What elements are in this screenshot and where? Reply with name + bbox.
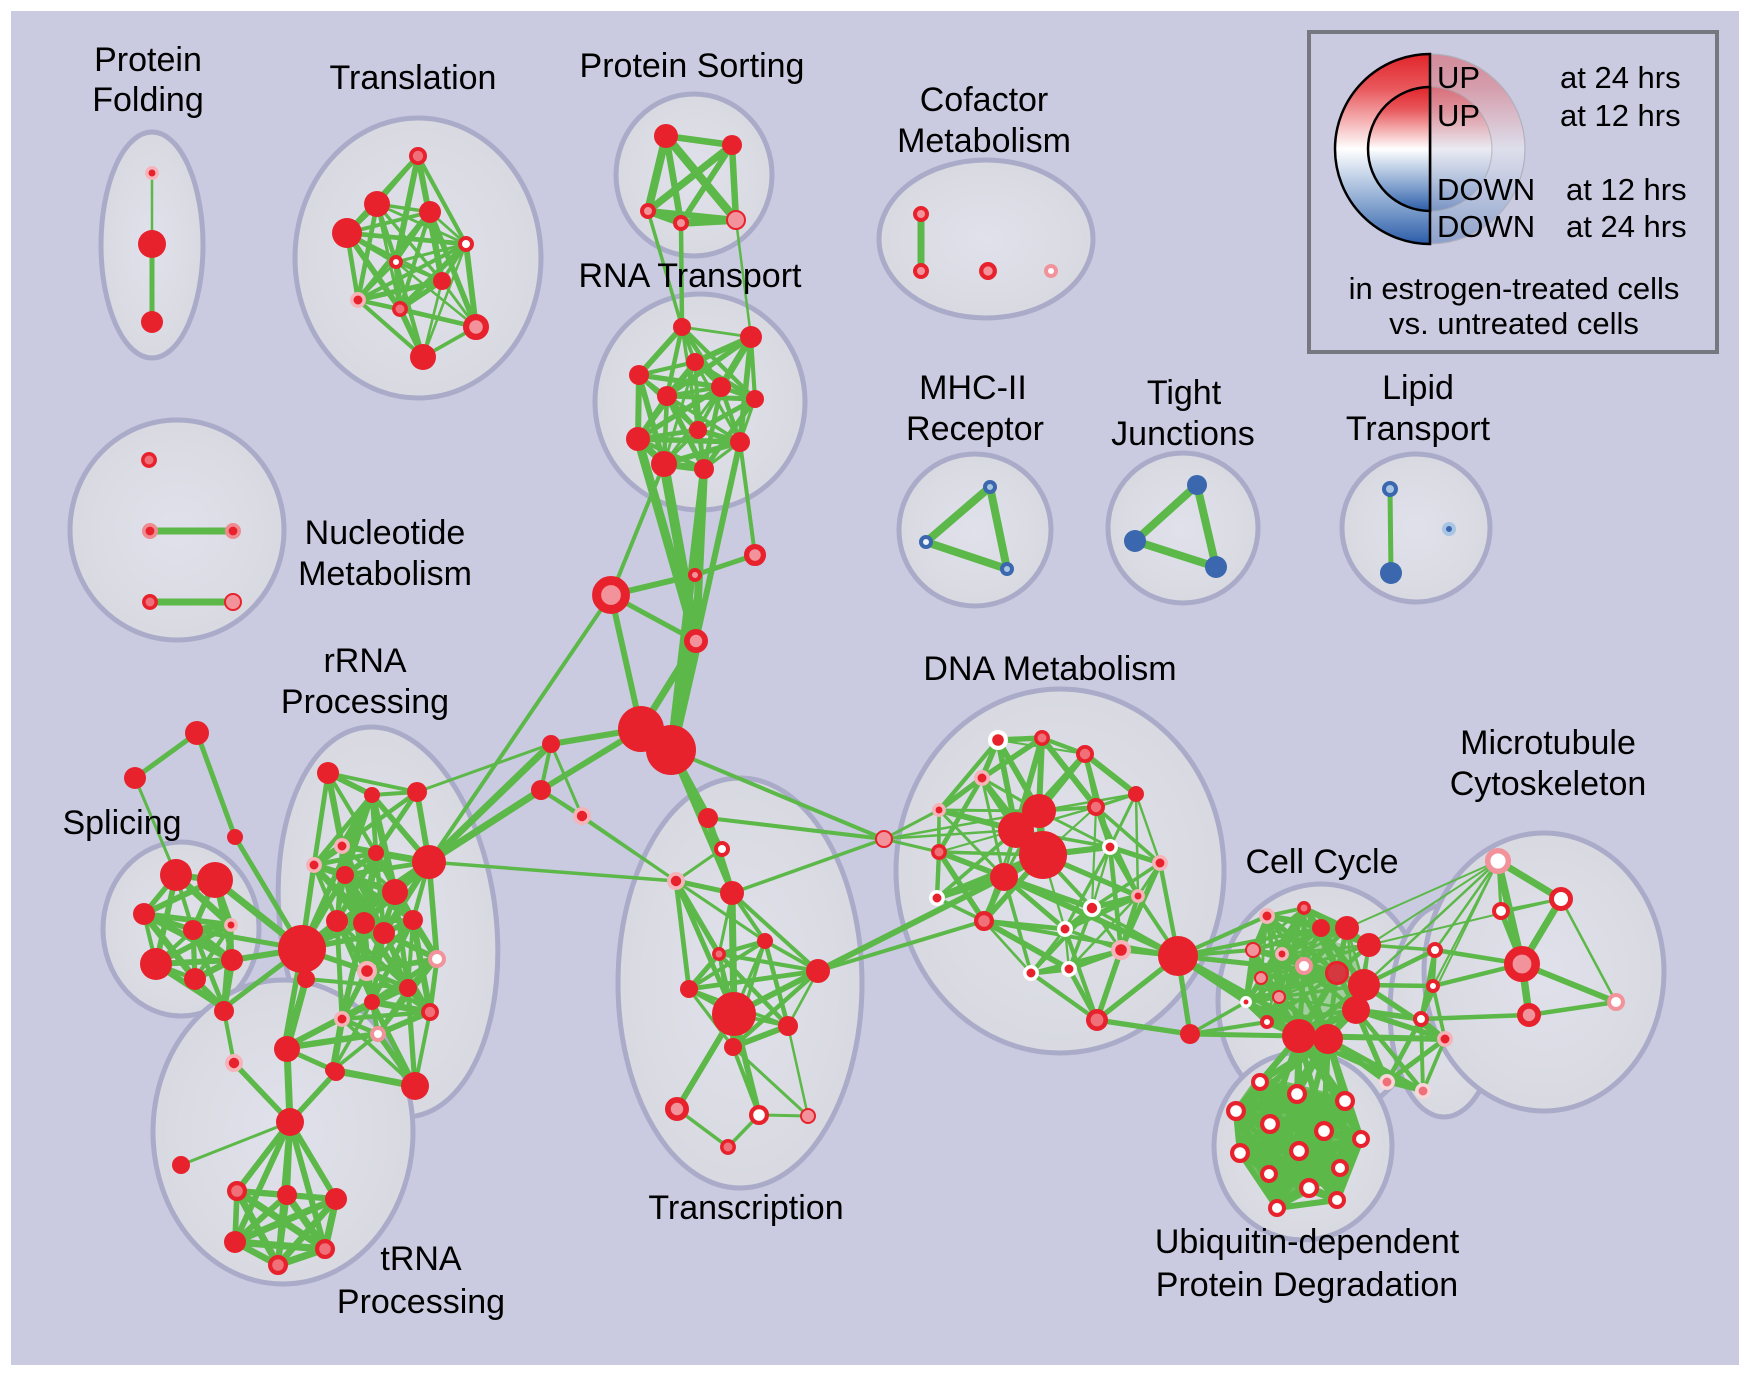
svg-text:Folding: Folding [92, 81, 204, 119]
svg-text:Ubiquitin-dependent: Ubiquitin-dependent [1155, 1223, 1460, 1261]
svg-text:Cytoskeleton: Cytoskeleton [1450, 765, 1647, 803]
svg-text:MHC-II: MHC-II [919, 369, 1027, 407]
svg-text:Transport: Transport [1346, 410, 1491, 448]
svg-text:Cell Cycle: Cell Cycle [1245, 843, 1398, 881]
svg-text:at 12 hrs: at 12 hrs [1560, 98, 1681, 133]
svg-text:Processing: Processing [337, 1283, 505, 1321]
svg-text:UP: UP [1437, 60, 1480, 95]
svg-text:Cofactor: Cofactor [920, 81, 1049, 119]
svg-text:at 12 hrs: at 12 hrs [1566, 172, 1687, 207]
svg-text:tRNA: tRNA [380, 1240, 462, 1278]
svg-text:at 24 hrs: at 24 hrs [1560, 60, 1681, 95]
svg-text:Tight: Tight [1147, 374, 1222, 412]
svg-text:DOWN: DOWN [1437, 209, 1535, 244]
svg-text:Lipid: Lipid [1382, 369, 1454, 407]
svg-text:DOWN: DOWN [1437, 172, 1535, 207]
svg-text:UP: UP [1437, 98, 1480, 133]
svg-text:Receptor: Receptor [906, 410, 1044, 448]
svg-text:Splicing: Splicing [62, 804, 181, 842]
svg-text:DNA Metabolism: DNA Metabolism [923, 650, 1176, 688]
svg-text:Nucleotide: Nucleotide [305, 514, 466, 552]
svg-text:vs. untreated cells: vs. untreated cells [1389, 306, 1639, 341]
svg-text:Junctions: Junctions [1111, 415, 1255, 453]
svg-text:Metabolism: Metabolism [298, 555, 472, 593]
svg-text:RNA Transport: RNA Transport [579, 257, 803, 295]
svg-text:Metabolism: Metabolism [897, 122, 1071, 160]
svg-text:rRNA: rRNA [323, 642, 406, 680]
svg-text:Protein Sorting: Protein Sorting [580, 47, 805, 85]
svg-text:Protein Degradation: Protein Degradation [1156, 1266, 1458, 1304]
svg-text:Microtubule: Microtubule [1460, 724, 1636, 762]
svg-text:in estrogen-treated cells: in estrogen-treated cells [1349, 271, 1680, 306]
svg-text:Protein: Protein [94, 41, 202, 79]
svg-text:Processing: Processing [281, 683, 449, 721]
svg-text:at 24 hrs: at 24 hrs [1566, 209, 1687, 244]
svg-text:Translation: Translation [330, 59, 497, 97]
svg-text:Transcription: Transcription [648, 1189, 843, 1227]
